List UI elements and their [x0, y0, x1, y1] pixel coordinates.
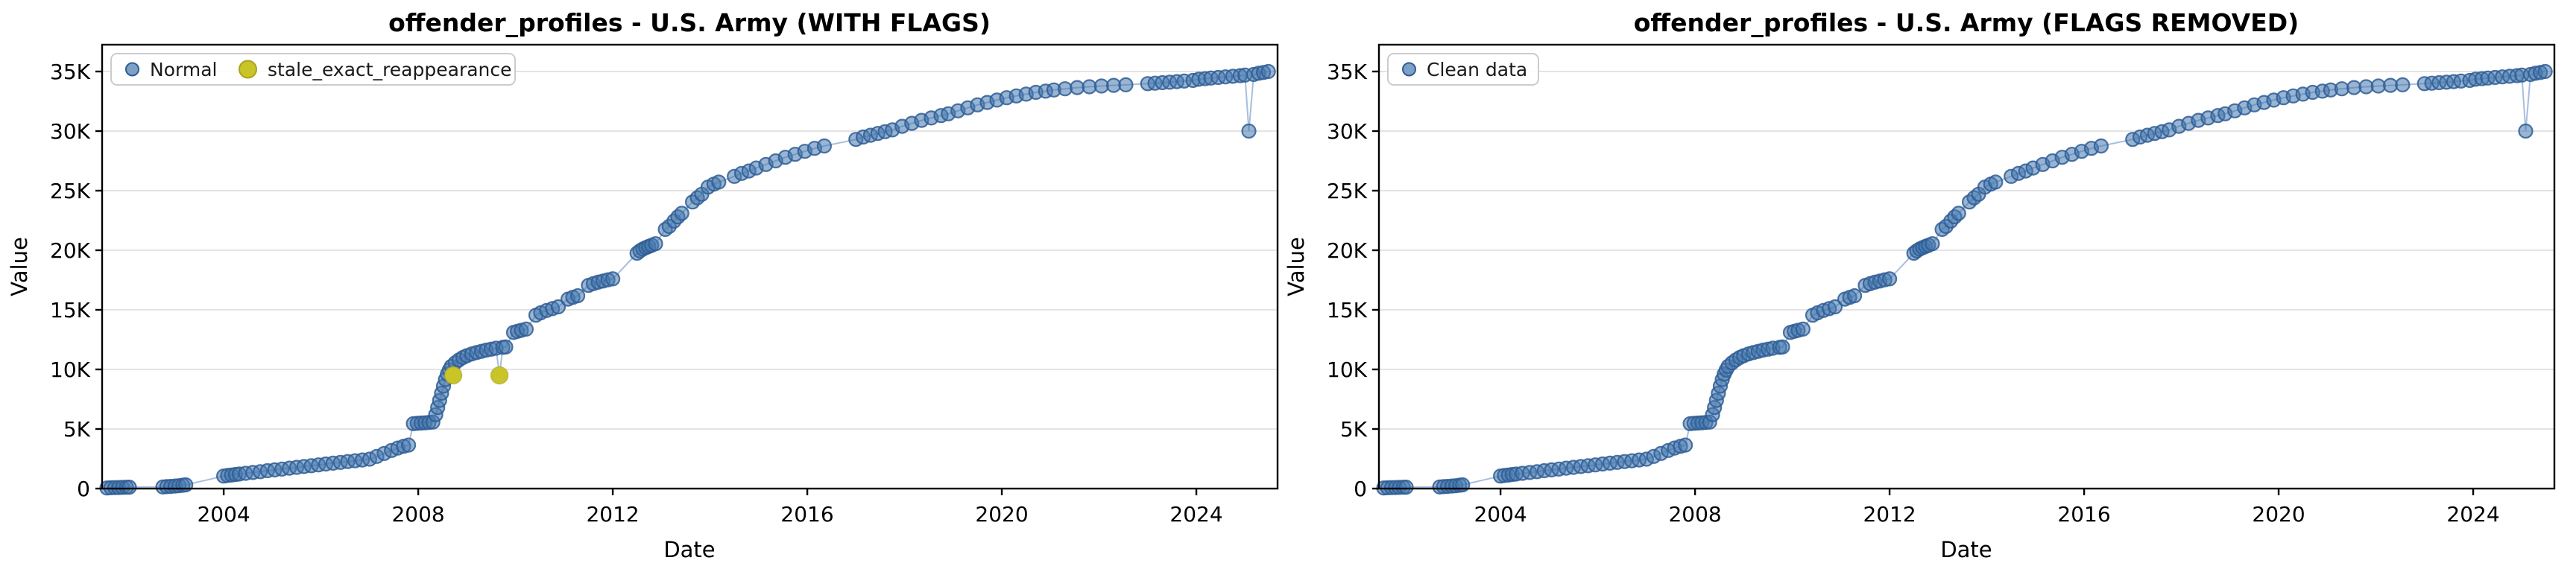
x-tick-label: 2012: [1863, 502, 1916, 527]
y-tick-label: 20K: [50, 238, 91, 263]
data-point: [400, 437, 417, 453]
y-tick-label: 15K: [1327, 298, 1368, 322]
chart-flags-removed: 0 5K 10K 15K 20K 25K 30K 35K 2004 2008 2012 2016 202…: [1284, 8, 2556, 562]
legend-label: Normal: [150, 59, 217, 80]
data-point: [121, 479, 137, 495]
data-point: [1118, 77, 1134, 93]
data-point: [2334, 81, 2349, 97]
x-tick-label: 2008: [1668, 502, 1721, 527]
data-point: [1882, 271, 1898, 287]
y-tick-label: 5K: [63, 417, 91, 442]
chart-title: offender_profiles - U.S. Army (FLAGS REM…: [1634, 8, 2299, 37]
data-point: [604, 271, 621, 287]
data-point: [816, 138, 833, 154]
data-point: [1847, 288, 1863, 304]
y-tick-label: 35K: [1327, 60, 1368, 84]
legend-swatch: [125, 62, 139, 77]
data-point: [1775, 339, 1790, 355]
data-point: [569, 288, 586, 304]
x-tick-label: 2012: [586, 502, 639, 527]
data-point: [2395, 77, 2411, 93]
y-axis-label: Value: [7, 237, 32, 296]
data-point: [1795, 321, 1811, 337]
data-point: [1678, 437, 1693, 453]
data-point: [1057, 81, 1073, 97]
data-point: [178, 477, 194, 493]
x-tick-label: 2016: [2057, 502, 2110, 527]
y-tick-label: 15K: [50, 298, 91, 322]
y-tick-label: 25K: [1327, 179, 1368, 203]
data-point: [1951, 206, 1966, 221]
flagged-point: [443, 366, 463, 385]
flagged-point: [490, 366, 509, 385]
data-point: [550, 299, 566, 315]
x-tick-label: 2004: [197, 502, 250, 527]
x-tick-label: 2004: [1474, 502, 1527, 527]
data-point: [498, 339, 514, 355]
x-axis-label: Date: [1940, 537, 1992, 562]
plot-border: [1377, 43, 2556, 490]
data-point: [1241, 123, 1257, 139]
data-point: [2518, 123, 2534, 139]
legend-swatch: [239, 60, 257, 79]
x-tick-label: 2024: [1169, 502, 1222, 527]
data-point: [2537, 63, 2553, 80]
data-point: [1988, 174, 2004, 190]
y-tick-label: 0: [1354, 477, 1367, 501]
y-axis-label: Value: [1284, 237, 1309, 296]
legend-label: stale_exact_reappearance: [268, 59, 512, 80]
data-point: [1260, 63, 1276, 80]
legend-box: [1387, 53, 1539, 86]
chart-with-flags: 0 5K 10K 15K 20K 25K 30K 35K 2004 2008 2012 2016 202…: [7, 8, 1279, 562]
data-point: [518, 321, 534, 337]
y-tick-label: 20K: [1327, 238, 1368, 263]
legend-box: [110, 53, 516, 86]
data-point: [2093, 138, 2109, 154]
legend-swatch: [1402, 62, 1416, 77]
x-tick-label: 2008: [391, 502, 444, 527]
y-tick-label: 30K: [1327, 119, 1368, 144]
y-tick-label: 10K: [1327, 358, 1368, 382]
y-tick-label: 30K: [50, 119, 91, 144]
y-tick-label: 5K: [1340, 417, 1368, 442]
y-tick-label: 10K: [50, 358, 91, 382]
chart-title: offender_profiles - U.S. Army (WITH FLAG…: [388, 8, 991, 37]
y-tick-label: 35K: [50, 60, 91, 84]
series-line: [1383, 71, 2545, 489]
plot-border: [101, 43, 1279, 490]
data-point: [711, 174, 727, 190]
data-point: [1925, 236, 1940, 252]
series-line: [107, 71, 1269, 489]
data-point: [674, 206, 689, 221]
x-tick-label: 2024: [2446, 502, 2499, 527]
x-tick-label: 2020: [975, 502, 1028, 527]
data-point: [1827, 299, 1843, 315]
x-tick-label: 2020: [2252, 502, 2305, 527]
data-point: [1398, 479, 1414, 495]
y-tick-label: 25K: [50, 179, 91, 203]
legend-label: Clean data: [1427, 59, 1527, 80]
data-point: [1455, 477, 1471, 493]
x-tick-label: 2016: [780, 502, 833, 527]
x-axis-label: Date: [663, 537, 715, 562]
data-point: [648, 236, 663, 252]
y-tick-label: 0: [77, 477, 90, 501]
